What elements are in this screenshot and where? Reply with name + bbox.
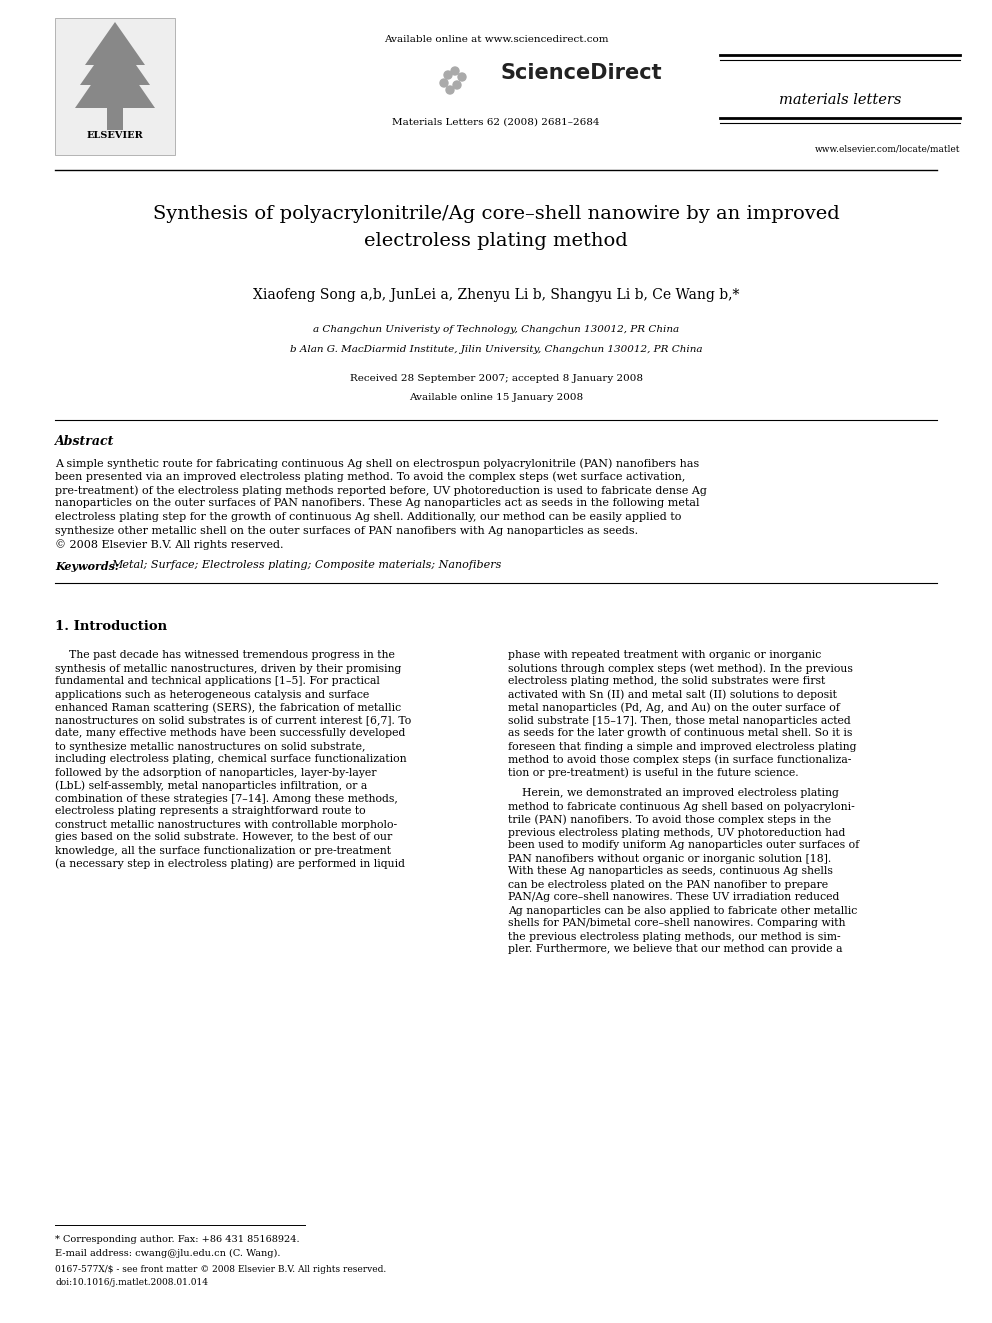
Text: gies based on the solid substrate. However, to the best of our: gies based on the solid substrate. Howev… [55, 832, 392, 843]
Text: Metal; Surface; Electroless plating; Composite materials; Nanofibers: Metal; Surface; Electroless plating; Com… [111, 561, 501, 570]
Text: including electroless plating, chemical surface functionalization: including electroless plating, chemical … [55, 754, 407, 765]
Text: electroless plating method, the solid substrates were first: electroless plating method, the solid su… [509, 676, 825, 687]
Text: b Alan G. MacDiarmid Institute, Jilin University, Changchun 130012, PR China: b Alan G. MacDiarmid Institute, Jilin Un… [290, 345, 702, 355]
Text: Available online at www.sciencedirect.com: Available online at www.sciencedirect.co… [384, 34, 608, 44]
Text: applications such as heterogeneous catalysis and surface: applications such as heterogeneous catal… [55, 689, 369, 700]
Text: Materials Letters 62 (2008) 2681–2684: Materials Letters 62 (2008) 2681–2684 [392, 118, 600, 127]
Text: electroless plating method: electroless plating method [364, 232, 628, 250]
Text: enhanced Raman scattering (SERS), the fabrication of metallic: enhanced Raman scattering (SERS), the fa… [55, 703, 401, 713]
Text: materials letters: materials letters [779, 93, 901, 107]
Text: to synthesize metallic nanostructures on solid substrate,: to synthesize metallic nanostructures on… [55, 741, 365, 751]
Text: nanostructures on solid substrates is of current interest [6,7]. To: nanostructures on solid substrates is of… [55, 716, 412, 725]
Text: 0167-577X/$ - see front matter © 2008 Elsevier B.V. All rights reserved.: 0167-577X/$ - see front matter © 2008 El… [55, 1265, 386, 1274]
Text: a Changchun Univeristy of Technology, Changchun 130012, PR China: a Changchun Univeristy of Technology, Ch… [312, 325, 680, 333]
Circle shape [446, 86, 454, 94]
Text: Synthesis of polyacrylonitrile/Ag core–shell nanowire by an improved: Synthesis of polyacrylonitrile/Ag core–s… [153, 205, 839, 224]
Text: PAN nanofibers without organic or inorganic solution [18].: PAN nanofibers without organic or inorga… [509, 853, 831, 864]
Text: Abstract: Abstract [55, 435, 114, 448]
Text: ScienceDirect: ScienceDirect [501, 64, 663, 83]
Text: been used to modify uniform Ag nanoparticles outer surfaces of: been used to modify uniform Ag nanoparti… [509, 840, 860, 851]
Text: With these Ag nanoparticles as seeds, continuous Ag shells: With these Ag nanoparticles as seeds, co… [509, 867, 833, 877]
Text: date, many effective methods have been successfully developed: date, many effective methods have been s… [55, 729, 406, 738]
Text: doi:10.1016/j.matlet.2008.01.014: doi:10.1016/j.matlet.2008.01.014 [55, 1278, 208, 1287]
Text: combination of these strategies [7–14]. Among these methods,: combination of these strategies [7–14]. … [55, 794, 398, 803]
Text: fundamental and technical applications [1–5]. For practical: fundamental and technical applications [… [55, 676, 380, 687]
Text: Herein, we demonstrated an improved electroless plating: Herein, we demonstrated an improved elec… [509, 789, 839, 799]
Text: A simple synthetic route for fabricating continuous Ag shell on electrospun poly: A simple synthetic route for fabricating… [55, 458, 699, 468]
Text: method to fabricate continuous Ag shell based on polyacryloni-: method to fabricate continuous Ag shell … [509, 802, 855, 811]
Text: activated with Sn (II) and metal salt (II) solutions to deposit: activated with Sn (II) and metal salt (I… [509, 689, 837, 700]
Text: PAN/Ag core–shell nanowires. These UV irradiation reduced: PAN/Ag core–shell nanowires. These UV ir… [509, 893, 840, 902]
Circle shape [453, 81, 461, 89]
Text: the previous electroless plating methods, our method is sim-: the previous electroless plating methods… [509, 931, 841, 942]
Text: E-mail address: cwang@jlu.edu.cn (C. Wang).: E-mail address: cwang@jlu.edu.cn (C. Wan… [55, 1249, 281, 1258]
Text: Xiaofeng Song a,b, JunLei a, Zhenyu Li b, Shangyu Li b, Ce Wang b,*: Xiaofeng Song a,b, JunLei a, Zhenyu Li b… [253, 288, 739, 302]
Text: phase with repeated treatment with organic or inorganic: phase with repeated treatment with organ… [509, 651, 821, 660]
Text: The past decade has witnessed tremendous progress in the: The past decade has witnessed tremendous… [55, 651, 395, 660]
Text: synthesize other metallic shell on the outer surfaces of PAN nanofibers with Ag : synthesize other metallic shell on the o… [55, 525, 638, 536]
Text: ELSEVIER: ELSEVIER [86, 131, 144, 140]
Text: 1. Introduction: 1. Introduction [55, 620, 167, 634]
Text: tion or pre-treatment) is useful in the future science.: tion or pre-treatment) is useful in the … [509, 767, 800, 778]
Text: Ag nanoparticles can be also applied to fabricate other metallic: Ag nanoparticles can be also applied to … [509, 905, 858, 916]
Text: trile (PAN) nanofibers. To avoid those complex steps in the: trile (PAN) nanofibers. To avoid those c… [509, 815, 831, 826]
Text: nanoparticles on the outer surfaces of PAN nanofibers. These Ag nanoparticles ac: nanoparticles on the outer surfaces of P… [55, 499, 699, 508]
Circle shape [444, 71, 452, 79]
Polygon shape [75, 50, 155, 108]
Text: solid substrate [15–17]. Then, those metal nanoparticles acted: solid substrate [15–17]. Then, those met… [509, 716, 851, 725]
Text: www.elsevier.com/locate/matlet: www.elsevier.com/locate/matlet [814, 146, 960, 153]
Bar [107, 108, 123, 130]
Text: electroless plating represents a straightforward route to: electroless plating represents a straigh… [55, 807, 366, 816]
Text: electroless plating step for the growth of continuous Ag shell. Additionally, ou: electroless plating step for the growth … [55, 512, 682, 523]
Text: Received 28 September 2007; accepted 8 January 2008: Received 28 September 2007; accepted 8 J… [349, 374, 643, 382]
Text: method to avoid those complex steps (in surface functionaliza-: method to avoid those complex steps (in … [509, 754, 852, 765]
Text: Keywords:: Keywords: [55, 561, 119, 572]
Text: pler. Furthermore, we believe that our method can provide a: pler. Furthermore, we believe that our m… [509, 945, 843, 954]
Circle shape [451, 67, 459, 75]
Text: pre-treatment) of the electroless plating methods reported before, UV photoreduc: pre-treatment) of the electroless platin… [55, 486, 707, 496]
Text: solutions through complex steps (wet method). In the previous: solutions through complex steps (wet met… [509, 664, 853, 673]
Text: knowledge, all the surface functionalization or pre-treatment: knowledge, all the surface functionaliza… [55, 845, 391, 856]
Text: synthesis of metallic nanostructures, driven by their promising: synthesis of metallic nanostructures, dr… [55, 664, 402, 673]
Text: can be electroless plated on the PAN nanofiber to prepare: can be electroless plated on the PAN nan… [509, 880, 828, 889]
Text: © 2008 Elsevier B.V. All rights reserved.: © 2008 Elsevier B.V. All rights reserved… [55, 538, 284, 550]
Text: construct metallic nanostructures with controllable morpholo-: construct metallic nanostructures with c… [55, 819, 397, 830]
Circle shape [458, 73, 466, 81]
Text: Available online 15 January 2008: Available online 15 January 2008 [409, 393, 583, 402]
Text: (LbL) self-assembly, metal nanoparticles infiltration, or a: (LbL) self-assembly, metal nanoparticles… [55, 781, 367, 791]
Text: shells for PAN/bimetal core–shell nanowires. Comparing with: shells for PAN/bimetal core–shell nanowi… [509, 918, 846, 929]
Text: * Corresponding author. Fax: +86 431 85168924.: * Corresponding author. Fax: +86 431 851… [55, 1234, 300, 1244]
Text: followed by the adsorption of nanoparticles, layer-by-layer: followed by the adsorption of nanopartic… [55, 767, 377, 778]
Text: as seeds for the later growth of continuous metal shell. So it is: as seeds for the later growth of continu… [509, 729, 853, 738]
Polygon shape [85, 22, 145, 65]
Text: previous electroless plating methods, UV photoreduction had: previous electroless plating methods, UV… [509, 827, 846, 837]
Bar [55, 19, 175, 155]
Polygon shape [80, 34, 150, 85]
Text: been presented via an improved electroless plating method. To avoid the complex : been presented via an improved electrole… [55, 471, 685, 482]
Text: foreseen that finding a simple and improved electroless plating: foreseen that finding a simple and impro… [509, 741, 857, 751]
Text: (a necessary step in electroless plating) are performed in liquid: (a necessary step in electroless plating… [55, 859, 405, 869]
Circle shape [440, 79, 448, 87]
Text: metal nanoparticles (Pd, Ag, and Au) on the outer surface of: metal nanoparticles (Pd, Ag, and Au) on … [509, 703, 840, 713]
